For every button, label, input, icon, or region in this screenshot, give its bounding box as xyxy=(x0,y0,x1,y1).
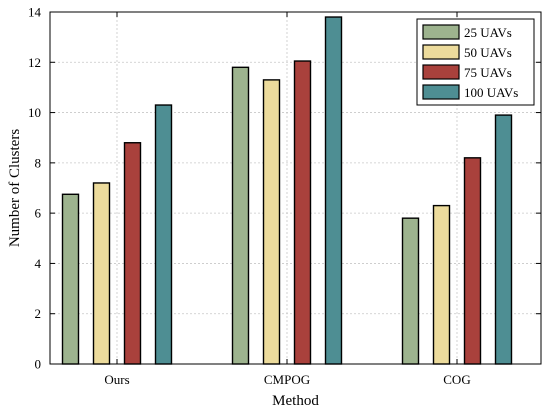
y-tick-label: 8 xyxy=(35,155,42,170)
y-tick-label: 2 xyxy=(35,306,42,321)
bar xyxy=(401,217,420,365)
legend-label: 75 UAVs xyxy=(464,65,512,80)
y-tick-label: 0 xyxy=(35,357,42,372)
y-tick-label: 10 xyxy=(28,105,41,120)
legend-label: 25 UAVs xyxy=(464,25,512,40)
bar xyxy=(123,142,142,365)
bar xyxy=(293,60,312,365)
x-tick-label: Ours xyxy=(104,372,129,387)
bar xyxy=(231,66,250,365)
y-tick-label: 12 xyxy=(28,55,41,70)
x-axis-label: Method xyxy=(272,393,319,409)
bar xyxy=(463,157,482,365)
bar xyxy=(262,79,281,365)
bar xyxy=(154,104,173,365)
x-tick-label: COG xyxy=(443,372,470,387)
y-tick-label: 4 xyxy=(35,256,42,271)
y-tick-label: 6 xyxy=(35,206,42,221)
legend-label: 100 UAVs xyxy=(464,85,518,100)
x-tick-label: CMPOG xyxy=(264,372,310,387)
bar xyxy=(61,193,80,365)
legend: 25 UAVs 50 UAVs 75 UAVs 100 UAVs xyxy=(416,18,535,106)
bar xyxy=(432,204,451,365)
y-axis-label: Number of Clusters xyxy=(7,129,23,247)
plot-area-frame xyxy=(49,11,542,365)
legend-label: 50 UAVs xyxy=(464,45,512,60)
bar xyxy=(92,182,111,365)
bar xyxy=(494,114,513,365)
legend-swatch xyxy=(422,44,460,60)
legend-swatch xyxy=(422,24,460,40)
y-tick-label: 14 xyxy=(28,5,42,20)
legend-swatch xyxy=(422,84,460,100)
x-axis-ticks: Ours CMPOG COG xyxy=(104,12,471,387)
legend-swatch xyxy=(422,64,460,80)
y-axis-ticks: 0 2 4 6 8 10 12 14 xyxy=(28,5,541,372)
bar xyxy=(324,16,343,365)
